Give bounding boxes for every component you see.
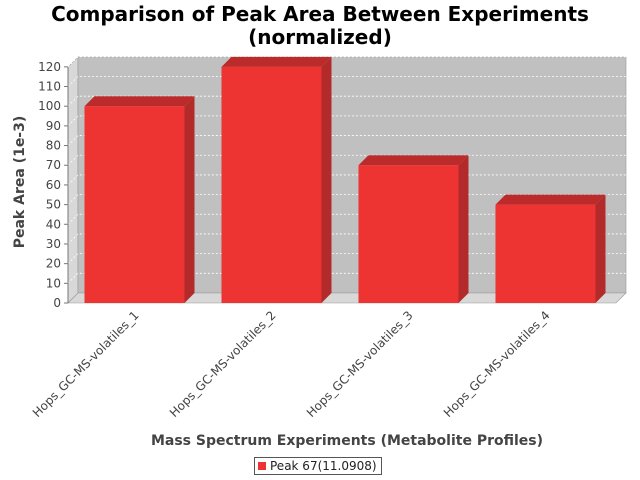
x-tick-label: Hops_GC-MS-volatiles_1 — [30, 308, 142, 420]
chart-title-line-2: (normalized) — [248, 25, 392, 49]
y-tick-label: 70 — [46, 158, 61, 172]
grid-line — [67, 213, 626, 225]
y-tick-label: 110 — [38, 80, 61, 94]
y-tick-label: 50 — [46, 198, 61, 212]
x-tick-label: Hops_GC-MS-volatiles_3 — [304, 308, 416, 420]
bar-front — [221, 66, 322, 303]
bar-top — [221, 56, 332, 67]
grid-line — [67, 95, 626, 107]
grid-line — [67, 194, 626, 205]
bar-side — [184, 96, 195, 303]
bar-side — [458, 155, 469, 303]
grid-line — [67, 272, 626, 284]
bar-top — [84, 96, 195, 107]
legend: Peak 67(11.0908) — [254, 457, 382, 475]
bar-front — [84, 106, 185, 303]
side-wall — [67, 56, 79, 304]
bar — [221, 56, 332, 304]
y-tick-label: 30 — [46, 237, 61, 251]
bar — [84, 96, 195, 303]
y-tick-label: 20 — [46, 257, 61, 271]
bar-side — [595, 194, 606, 303]
bar-front — [495, 204, 596, 303]
y-tick-label: 60 — [46, 178, 61, 192]
y-tick-label: 120 — [38, 60, 61, 74]
grid-line — [67, 115, 626, 127]
grid-line — [67, 135, 626, 146]
y-tick-label: 0 — [53, 296, 61, 310]
legend-label: Peak 67(11.0908) — [270, 459, 377, 473]
x-tick-label: Hops_GC-MS-volatiles_4 — [441, 308, 553, 420]
grid-line — [67, 76, 626, 87]
grid-line — [67, 233, 626, 245]
legend-swatch — [258, 462, 266, 470]
y-axis-title: Peak Area (1e-3) — [12, 116, 28, 249]
y-tick-label: 40 — [46, 217, 61, 231]
bar-top — [358, 155, 469, 166]
grid-line — [67, 56, 626, 68]
y-tick-label: 10 — [46, 276, 61, 290]
bar-side — [321, 56, 332, 304]
bar-front — [358, 165, 459, 303]
grid-line — [67, 174, 626, 186]
bar — [495, 194, 606, 303]
grid-line — [67, 253, 626, 264]
y-tick-label: 90 — [46, 119, 61, 133]
chart-title-line-1: Comparison of Peak Area Between Experime… — [51, 2, 589, 26]
grid-line — [67, 154, 626, 166]
bar-top — [495, 194, 606, 205]
x-tick-label: Hops_GC-MS-volatiles_2 — [167, 308, 279, 420]
x-axis-title: Mass Spectrum Experiments (Metabolite Pr… — [151, 433, 543, 449]
y-tick-label: 100 — [38, 99, 61, 113]
y-tick-label: 80 — [46, 139, 61, 153]
bar — [358, 155, 469, 303]
